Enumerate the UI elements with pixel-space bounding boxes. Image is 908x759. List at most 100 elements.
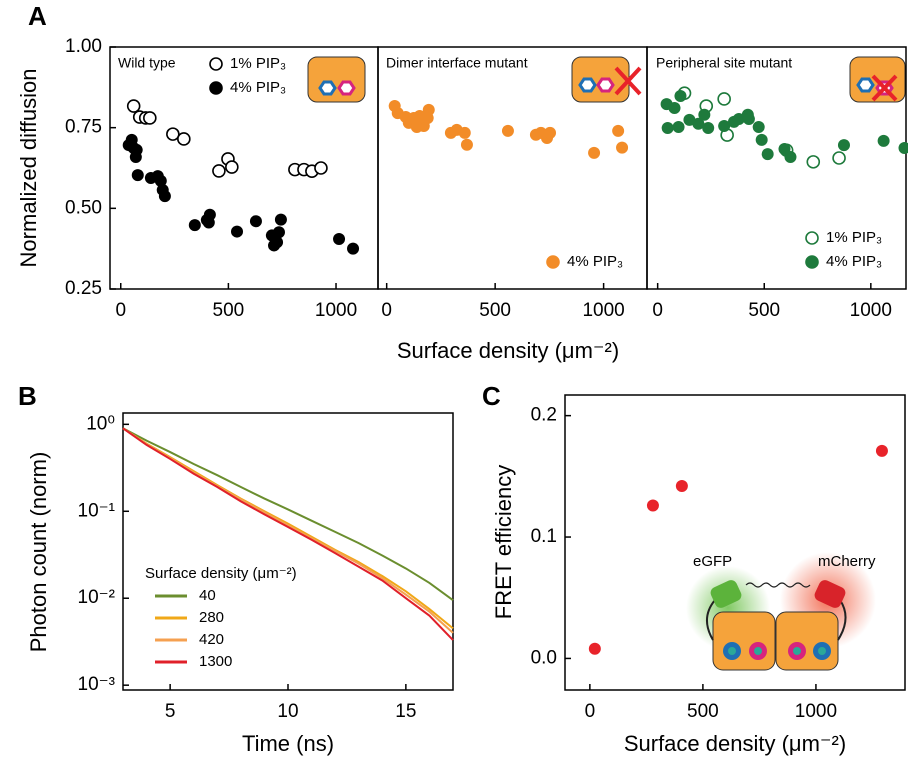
panel-letter: B xyxy=(18,381,37,411)
subplot-title: Peripheral site mutant xyxy=(656,55,792,71)
data-point xyxy=(143,111,157,125)
x-tick-label: 500 xyxy=(687,701,719,722)
data-point xyxy=(129,151,142,164)
data-point xyxy=(422,103,435,116)
data-point xyxy=(158,190,171,203)
data-point xyxy=(154,174,167,187)
data-point xyxy=(212,164,226,178)
data-point xyxy=(717,92,731,106)
data-point xyxy=(698,108,711,121)
data-point xyxy=(410,121,423,134)
data-point xyxy=(458,126,471,139)
data-point xyxy=(752,121,765,134)
decay-line xyxy=(122,427,454,601)
data-point xyxy=(126,99,141,113)
legend-label: 4% PIP₃ xyxy=(826,253,882,270)
data-point xyxy=(661,121,674,134)
y-tick-label: 1.00 xyxy=(65,36,102,57)
x-tick-label: 1000 xyxy=(315,300,357,321)
legend-label: 40 xyxy=(199,587,216,604)
legend-swatch xyxy=(209,57,223,71)
data-point xyxy=(784,151,797,164)
data-point xyxy=(832,151,846,165)
data-point xyxy=(460,138,473,151)
data-point xyxy=(755,133,768,146)
legend-label: 420 xyxy=(199,631,224,648)
y-tick-label: 0.75 xyxy=(65,117,102,138)
data-point xyxy=(544,126,557,139)
x-axis-label: Surface density (μm⁻²) xyxy=(624,731,846,756)
x-tick-label: 0 xyxy=(115,300,126,321)
data-point xyxy=(588,146,601,159)
y-tick-label: 0.2 xyxy=(531,405,557,426)
data-point xyxy=(837,139,850,152)
legend-label: 4% PIP₃ xyxy=(567,253,623,270)
data-point xyxy=(188,219,201,232)
y-axis-label: Photon count (norm) xyxy=(26,452,51,653)
data-point xyxy=(672,121,685,134)
data-point xyxy=(675,480,688,493)
legend-label: 280 xyxy=(199,609,224,626)
x-tick-label: 0 xyxy=(585,701,596,722)
x-tick-label: 0 xyxy=(381,300,392,321)
x-tick-label: 15 xyxy=(395,701,416,722)
x-tick-label: 500 xyxy=(479,300,511,321)
x-tick-label: 1000 xyxy=(850,300,892,321)
data-point xyxy=(131,169,144,182)
y-tick-label: 0.0 xyxy=(531,647,557,668)
x-tick-label: 500 xyxy=(748,300,780,321)
legend-label: 1% PIP₃ xyxy=(230,55,286,72)
x-axis-label: Time (ns) xyxy=(242,731,334,756)
data-point xyxy=(806,155,821,169)
legend-label: 4% PIP₃ xyxy=(230,79,286,96)
data-point xyxy=(333,232,346,245)
data-point xyxy=(692,117,705,130)
x-tick-label: 1000 xyxy=(795,701,837,722)
legend-label: 1300 xyxy=(199,653,232,670)
data-point xyxy=(683,113,696,126)
y-axis-label: FRET efficiency xyxy=(491,465,516,619)
legend-swatch xyxy=(209,81,223,95)
data-point xyxy=(271,236,284,249)
data-point xyxy=(898,141,908,154)
y-tick-label: 10⁻¹ xyxy=(78,500,116,521)
x-tick-label: 5 xyxy=(165,701,176,722)
data-point xyxy=(718,120,731,133)
subplot-title: Wild type xyxy=(118,55,176,71)
legend-title: Surface density (μm⁻²) xyxy=(145,565,297,582)
plot-frame xyxy=(564,394,906,691)
data-point xyxy=(177,132,191,146)
y-tick-label: 10⁻² xyxy=(78,587,116,608)
data-point xyxy=(588,642,601,655)
subplot-title: Dimer interface mutant xyxy=(386,55,528,71)
x-tick-label: 0 xyxy=(652,300,663,321)
annotation: mCherry xyxy=(818,553,876,570)
icon-dimer-mutant xyxy=(571,56,642,103)
y-tick-label: 10⁰ xyxy=(86,413,115,434)
y-tick-label: 0.1 xyxy=(531,526,557,547)
decay-line xyxy=(122,427,454,634)
y-tick-label: 0.25 xyxy=(65,278,102,299)
data-point xyxy=(202,216,215,229)
icon-peripheral-mutant xyxy=(849,56,906,103)
fret-diagram: eGFP mCherry xyxy=(686,552,876,671)
plot-frame xyxy=(646,46,907,290)
data-point xyxy=(616,141,629,154)
icon-wild-type xyxy=(307,56,366,103)
legend-swatch xyxy=(805,255,819,269)
x-tick-label: 500 xyxy=(213,300,245,321)
data-point xyxy=(877,134,890,147)
y-tick-label: 0.50 xyxy=(65,197,102,218)
x-tick-label: 10 xyxy=(277,701,298,722)
x-tick-label: 1000 xyxy=(582,300,624,321)
data-point xyxy=(249,215,262,228)
y-tick-label: 10⁻³ xyxy=(78,674,116,695)
data-point xyxy=(231,225,244,238)
plot-frame xyxy=(122,412,454,691)
panel-letter: A xyxy=(28,1,47,31)
legend-swatch xyxy=(546,255,560,269)
data-point xyxy=(646,499,659,512)
data-point xyxy=(225,160,239,174)
data-point xyxy=(668,101,681,114)
